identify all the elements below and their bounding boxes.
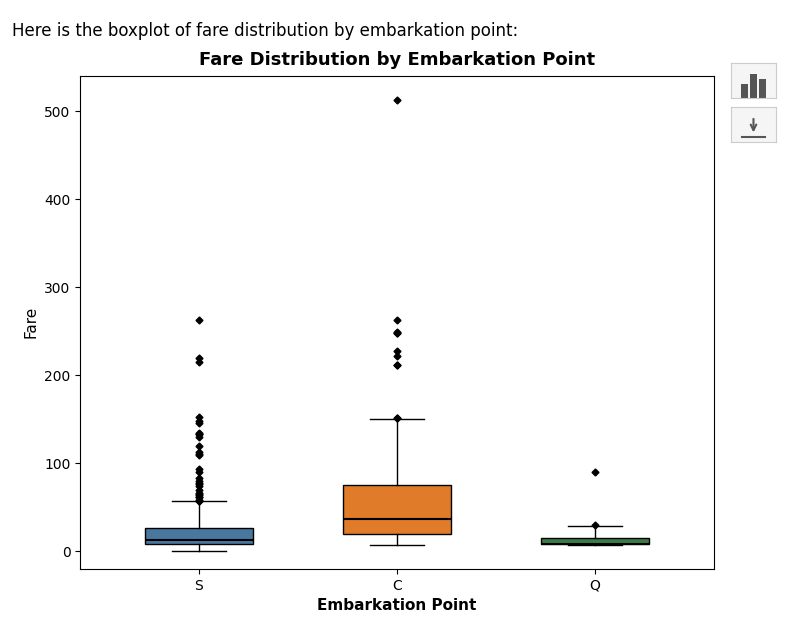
Bar xyxy=(759,79,766,98)
Bar xyxy=(750,73,757,98)
Bar xyxy=(741,84,748,98)
Title: Fare Distribution by Embarkation Point: Fare Distribution by Embarkation Point xyxy=(199,51,595,69)
Text: Here is the boxplot of fare distribution by embarkation point:: Here is the boxplot of fare distribution… xyxy=(12,22,518,40)
PathPatch shape xyxy=(144,528,253,544)
X-axis label: Embarkation Point: Embarkation Point xyxy=(318,598,476,613)
Y-axis label: Fare: Fare xyxy=(23,306,38,339)
PathPatch shape xyxy=(342,485,452,535)
PathPatch shape xyxy=(541,538,650,544)
